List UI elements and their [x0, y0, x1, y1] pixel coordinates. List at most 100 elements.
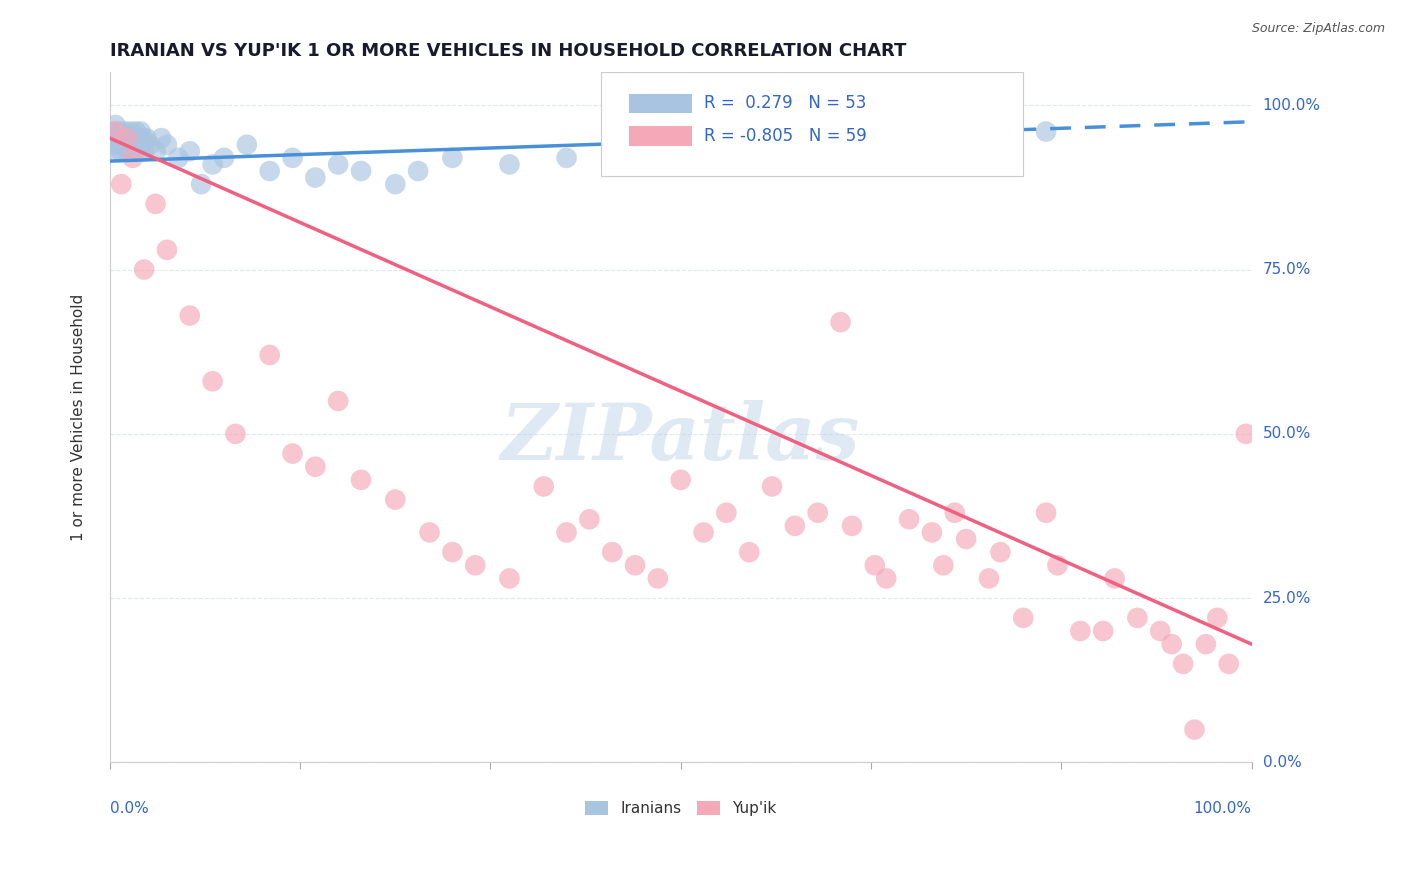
Point — [464, 558, 486, 573]
Point — [1218, 657, 1240, 671]
Point — [350, 164, 373, 178]
Point — [600, 545, 623, 559]
Point — [624, 558, 647, 573]
Point — [669, 473, 692, 487]
Point — [132, 145, 155, 159]
Point — [190, 177, 212, 191]
Point — [384, 492, 406, 507]
Point — [990, 545, 1012, 559]
Point — [259, 348, 281, 362]
Point — [932, 558, 955, 573]
Point — [1184, 723, 1206, 737]
Point — [145, 197, 167, 211]
Point — [1035, 506, 1057, 520]
FancyBboxPatch shape — [600, 72, 1024, 176]
Point — [101, 137, 124, 152]
Point — [555, 525, 578, 540]
Text: R =  0.279   N = 53: R = 0.279 N = 53 — [703, 95, 866, 112]
Point — [131, 137, 153, 152]
Point — [406, 164, 429, 178]
Point — [727, 145, 749, 159]
Point — [761, 479, 783, 493]
Point — [121, 125, 143, 139]
Point — [179, 309, 201, 323]
Point — [738, 545, 761, 559]
Point — [350, 473, 373, 487]
Point — [108, 137, 131, 152]
Text: 100.0%: 100.0% — [1194, 801, 1251, 816]
Point — [114, 125, 136, 139]
Text: IRANIAN VS YUP'IK 1 OR MORE VEHICLES IN HOUSEHOLD CORRELATION CHART: IRANIAN VS YUP'IK 1 OR MORE VEHICLES IN … — [110, 42, 907, 60]
Text: 25.0%: 25.0% — [1263, 591, 1310, 606]
Point — [1149, 624, 1171, 638]
Point — [132, 131, 155, 145]
Point — [127, 131, 149, 145]
Point — [112, 131, 135, 145]
Point — [875, 571, 897, 585]
Point — [943, 506, 966, 520]
Bar — [630, 127, 692, 145]
Point — [384, 177, 406, 191]
Point — [127, 137, 149, 152]
Point — [120, 145, 142, 159]
Point — [156, 243, 179, 257]
Text: ZIPatlas: ZIPatlas — [501, 400, 860, 476]
Point — [898, 512, 921, 526]
Point — [156, 137, 179, 152]
Text: R = -0.805   N = 59: R = -0.805 N = 59 — [703, 127, 866, 145]
Point — [328, 394, 350, 409]
Point — [103, 125, 125, 139]
Point — [692, 525, 714, 540]
Point — [807, 506, 830, 520]
Point — [125, 125, 148, 139]
Point — [1104, 571, 1126, 585]
Point — [555, 151, 578, 165]
Point — [259, 164, 281, 178]
Point — [121, 137, 143, 152]
Text: 75.0%: 75.0% — [1263, 262, 1310, 277]
Point — [104, 125, 127, 139]
Point — [110, 177, 132, 191]
Point — [110, 145, 132, 159]
Point — [167, 151, 190, 165]
Point — [114, 137, 136, 152]
Point — [150, 131, 173, 145]
Point — [105, 145, 128, 159]
Legend: Iranians, Yup'ik: Iranians, Yup'ik — [578, 794, 783, 824]
Point — [921, 525, 943, 540]
Y-axis label: 1 or more Vehicles in Household: 1 or more Vehicles in Household — [72, 293, 86, 541]
Point — [145, 145, 167, 159]
Point — [1035, 125, 1057, 139]
Point — [1206, 611, 1229, 625]
Point — [201, 157, 224, 171]
Point — [1069, 624, 1091, 638]
Point — [955, 532, 977, 546]
Point — [977, 571, 1000, 585]
Point — [117, 131, 139, 145]
Point — [419, 525, 441, 540]
Point — [783, 519, 806, 533]
Point — [1012, 611, 1035, 625]
Point — [441, 151, 464, 165]
Point — [1234, 426, 1257, 441]
Point — [281, 151, 304, 165]
Text: 0.0%: 0.0% — [1263, 755, 1302, 770]
Point — [1126, 611, 1149, 625]
Point — [132, 262, 155, 277]
Point — [1046, 558, 1069, 573]
Point — [139, 137, 162, 152]
Text: 50.0%: 50.0% — [1263, 426, 1310, 442]
Point — [647, 571, 669, 585]
Point — [716, 506, 738, 520]
Point — [578, 512, 600, 526]
Point — [1171, 657, 1194, 671]
Point — [118, 137, 141, 152]
Point — [498, 571, 520, 585]
Bar — [630, 94, 692, 113]
Point — [212, 151, 235, 165]
Point — [830, 315, 852, 329]
Point — [115, 145, 138, 159]
Point — [107, 125, 129, 139]
Point — [179, 145, 201, 159]
Point — [121, 151, 143, 165]
